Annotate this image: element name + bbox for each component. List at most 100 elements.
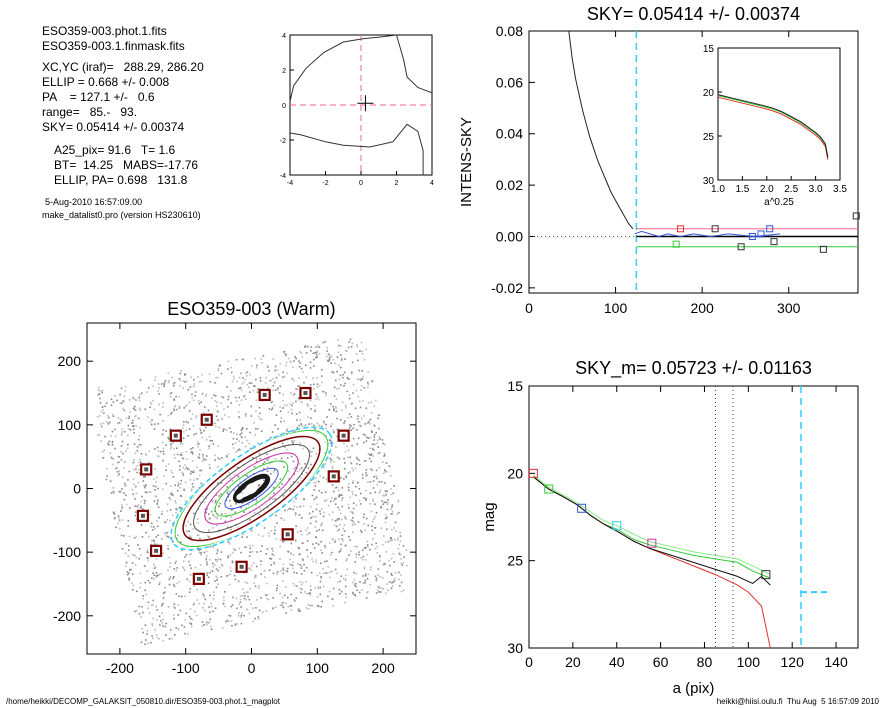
noise-pixel <box>247 503 250 506</box>
noise-pixel <box>349 461 352 464</box>
noise-pixel <box>373 439 376 441</box>
noise-pixel <box>116 399 118 402</box>
noise-pixel <box>197 518 199 521</box>
noise-pixel <box>201 495 204 497</box>
noise-pixel <box>367 453 370 455</box>
noise-pixel <box>230 431 232 433</box>
noise-pixel <box>177 604 180 606</box>
noise-pixel <box>246 371 249 373</box>
noise-pixel <box>334 503 337 505</box>
noise-pixel <box>300 487 303 490</box>
noise-pixel <box>155 558 158 560</box>
noise-pixel <box>133 408 136 411</box>
noise-pixel <box>352 581 354 584</box>
noise-pixel <box>374 503 376 505</box>
noise-pixel <box>322 572 325 575</box>
noise-pixel <box>230 516 232 518</box>
noise-pixel <box>133 459 135 461</box>
noise-pixel <box>335 379 337 382</box>
noise-pixel <box>126 447 129 450</box>
noise-pixel <box>292 561 294 563</box>
noise-pixel <box>361 558 364 561</box>
noise-pixel <box>179 385 181 387</box>
noise-pixel <box>210 602 212 605</box>
inset-profile-black <box>717 94 829 158</box>
noise-pixel <box>322 466 325 469</box>
noise-pixel <box>133 483 135 486</box>
footer-path: /home/heikki/DECOMP_GALAKSIT_050810.dir/… <box>6 697 280 706</box>
noise-pixel <box>230 402 232 404</box>
noise-pixel <box>191 625 193 628</box>
noise-pixel <box>145 454 148 456</box>
noise-pixel <box>157 455 159 457</box>
noise-pixel <box>313 424 315 427</box>
noise-pixel <box>331 570 333 573</box>
noise-pixel <box>239 601 242 603</box>
noise-pixel <box>182 474 185 477</box>
noise-pixel <box>337 519 340 521</box>
noise-pixel <box>355 553 358 556</box>
noise-pixel <box>353 427 355 430</box>
noise-pixel <box>357 521 360 523</box>
noise-pixel <box>331 371 333 373</box>
noise-pixel <box>239 598 242 601</box>
noise-pixel <box>159 624 161 626</box>
noise-pixel <box>387 589 389 591</box>
noise-pixel <box>189 588 191 590</box>
noise-pixel <box>118 461 120 464</box>
noise-pixel <box>186 404 188 406</box>
noise-pixel <box>105 478 108 481</box>
noise-pixel <box>330 362 332 364</box>
noise-pixel <box>158 383 160 385</box>
noise-pixel <box>358 488 361 490</box>
noise-pixel <box>153 543 156 545</box>
noise-pixel <box>189 574 192 576</box>
noise-pixel <box>249 551 252 553</box>
noise-pixel <box>175 511 177 514</box>
noise-pixel <box>312 510 314 513</box>
noise-pixel <box>177 483 180 486</box>
noise-pixel <box>218 529 220 532</box>
noise-pixel <box>238 396 240 399</box>
noise-pixel <box>229 554 232 556</box>
y-tick-label: 20 <box>507 465 523 481</box>
noise-pixel <box>216 579 218 581</box>
noise-pixel <box>280 417 282 419</box>
noise-pixel <box>293 599 295 601</box>
noise-pixel <box>317 587 320 590</box>
noise-pixel <box>233 432 235 434</box>
noise-pixel <box>337 339 339 341</box>
noise-pixel <box>353 578 356 581</box>
noise-pixel <box>261 470 264 472</box>
noise-pixel <box>335 486 338 489</box>
noise-pixel <box>223 599 225 602</box>
noise-pixel <box>348 483 350 485</box>
noise-pixel <box>326 350 328 352</box>
noise-pixel <box>166 535 169 538</box>
noise-pixel <box>193 471 195 474</box>
noise-pixel <box>363 415 365 417</box>
noise-pixel <box>266 453 268 456</box>
noise-pixel <box>219 470 221 473</box>
noise-pixel <box>184 556 186 558</box>
noise-pixel <box>261 362 263 364</box>
noise-pixel <box>203 596 205 598</box>
noise-pixel <box>374 527 376 529</box>
x-tick-label: 80 <box>697 654 713 670</box>
noise-pixel <box>366 553 369 556</box>
noise-pixel <box>381 439 384 441</box>
noise-pixel <box>352 593 354 595</box>
noise-pixel <box>217 550 219 552</box>
noise-pixel <box>203 624 205 626</box>
noise-pixel <box>363 568 366 570</box>
noise-pixel <box>200 401 202 403</box>
noise-pixel <box>149 581 151 584</box>
noise-pixel <box>358 400 361 403</box>
noise-pixel <box>241 533 244 536</box>
noise-pixel <box>369 437 372 439</box>
noise-pixel <box>237 411 240 413</box>
noise-pixel <box>255 503 257 506</box>
noise-pixel <box>325 394 327 397</box>
noise-pixel <box>273 532 276 535</box>
